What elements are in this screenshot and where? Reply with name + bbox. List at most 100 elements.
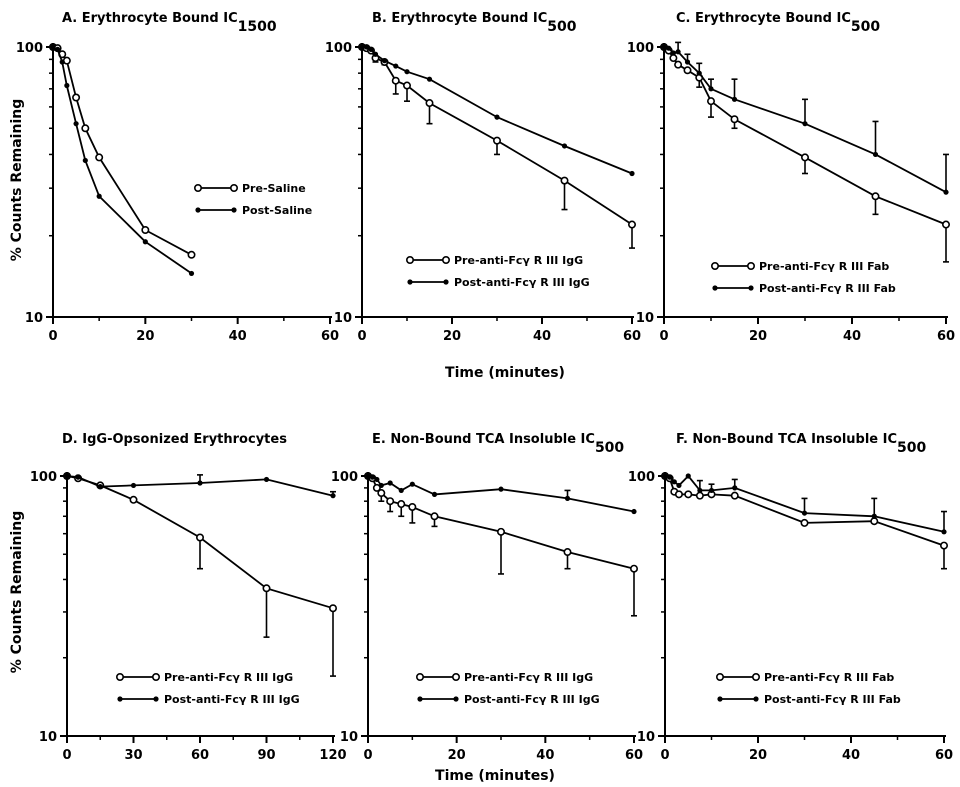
data-point-post <box>731 96 738 102</box>
panel-title-subscript: 500 <box>595 440 624 456</box>
legend-label: Pre-Saline <box>242 182 306 195</box>
legend-marker <box>231 207 237 213</box>
data-point-post <box>398 487 404 494</box>
legend-marker <box>405 255 414 264</box>
panel-title: D. IgG-Opsonized Erythrocytes <box>62 432 287 447</box>
legend-marker <box>751 672 760 681</box>
y-tick-label: 10 <box>340 730 358 745</box>
legend-marker <box>451 672 460 681</box>
data-point-post <box>387 480 393 486</box>
data-point-post <box>697 487 703 494</box>
data-point-pre <box>669 54 678 63</box>
data-point-post <box>666 45 672 51</box>
data-point-post <box>667 474 673 480</box>
series-line-pre <box>361 46 633 226</box>
panel-c: C. Erythrocyte Bound IC500 10 100 0 20 40 60 Pr… <box>627 11 955 344</box>
data-point-post <box>684 59 691 65</box>
legend-marker <box>116 672 125 681</box>
data-point-post <box>197 480 203 486</box>
data-point-post <box>64 473 70 479</box>
data-point-post <box>381 58 388 64</box>
legend-marker <box>748 285 754 291</box>
panel-title: B. Erythrocyte Bound IC500 <box>372 11 577 35</box>
y-tick-label: 100 <box>627 41 654 56</box>
panel-title: F. Non-Bound TCA Insoluble IC500 <box>676 432 927 456</box>
y-tick-label: 100 <box>628 470 655 485</box>
data-point-post <box>330 493 336 499</box>
y-tick-label: 10 <box>25 311 43 326</box>
data-point-post <box>64 82 70 89</box>
data-point-pre <box>627 220 636 229</box>
x-axis-label-bottom: Time (minutes) <box>435 768 555 784</box>
data-point-pre <box>939 541 948 550</box>
panel-d: D. IgG-Opsonized Erythrocytes 10 100 0 30 60 9… <box>30 432 347 763</box>
data-point-pre <box>397 500 406 509</box>
data-point-pre <box>800 518 809 527</box>
y-tick-label: 10 <box>637 730 655 745</box>
panel-b: B. Erythrocyte Bound IC500 10 100 0 20 40 60 Pr… <box>325 11 641 344</box>
legend-marker <box>710 261 719 270</box>
data-point-pre <box>871 192 880 201</box>
x-tick-label: 0 <box>48 329 57 344</box>
x-tick-label: 0 <box>660 748 669 763</box>
data-point-pre <box>730 491 739 500</box>
panel-f: F. Non-Bound TCA Insoluble IC500 10 100 0 20… <box>628 432 953 763</box>
legend-label: Pre-anti-Fcγ R III Fab <box>764 671 894 684</box>
legend-marker <box>194 184 203 193</box>
legend-label: Pre-anti-Fcγ R III Fab <box>759 260 889 273</box>
legend-label: Post-anti-Fcγ R III Fab <box>764 693 901 706</box>
legend-label: Post-Saline <box>242 204 312 217</box>
data-point-pre <box>402 81 411 90</box>
x-tick-label: 20 <box>749 329 767 344</box>
x-tick-label: 60 <box>625 748 643 763</box>
data-point-post <box>59 59 65 65</box>
legend-marker <box>230 184 239 193</box>
data-point-post <box>631 508 637 515</box>
data-point-post <box>494 114 500 120</box>
data-point-pre <box>496 527 505 536</box>
x-tick-label: 120 <box>319 748 346 763</box>
data-point-post <box>708 487 715 494</box>
data-point-post <box>872 151 879 158</box>
x-tick-label: 0 <box>363 748 372 763</box>
legend-marker <box>415 672 424 681</box>
x-tick-label: 0 <box>62 748 71 763</box>
series-line-post <box>52 46 193 275</box>
data-point-post <box>671 479 677 485</box>
data-point-pre <box>492 136 501 145</box>
data-point-pre <box>674 490 683 499</box>
panel-title-subscript: 500 <box>897 440 926 456</box>
data-point-post <box>73 121 79 127</box>
legend-marker <box>715 672 724 681</box>
data-point-post <box>378 482 384 489</box>
panel-title: C. Erythrocyte Bound IC500 <box>676 11 880 35</box>
x-tick-label: 20 <box>448 748 466 763</box>
series-line-pre <box>52 46 192 256</box>
data-point-post <box>263 476 270 483</box>
data-point-pre <box>372 483 381 492</box>
data-point-post <box>498 486 504 492</box>
data-point-pre <box>196 533 205 542</box>
x-tick-label: 40 <box>843 329 861 344</box>
data-point-pre <box>141 226 150 235</box>
legend-marker <box>443 279 449 285</box>
y-tick-label: 100 <box>331 470 358 485</box>
y-axis-label-bottom: % Counts Remaining <box>9 511 25 674</box>
data-point-pre <box>800 153 809 162</box>
data-point-post <box>188 270 195 277</box>
legend-marker <box>753 696 759 702</box>
data-point-post <box>708 86 714 92</box>
data-point-pre <box>706 97 715 106</box>
legend-marker <box>407 279 413 285</box>
data-point-post <box>685 473 691 479</box>
data-point-pre <box>941 220 950 229</box>
legend-label: Post-anti-Fcγ R III IgG <box>164 693 300 706</box>
data-point-pre <box>328 604 337 613</box>
x-tick-label: 90 <box>257 748 275 763</box>
y-tick-label: 100 <box>325 41 352 56</box>
data-point-post <box>359 44 365 50</box>
panel-a: A. Erythrocyte Bound IC1500 10 100 0 20 40 60 P… <box>16 11 339 344</box>
legend-marker <box>153 696 159 702</box>
data-point-post <box>871 513 877 519</box>
data-point-post <box>943 189 949 195</box>
